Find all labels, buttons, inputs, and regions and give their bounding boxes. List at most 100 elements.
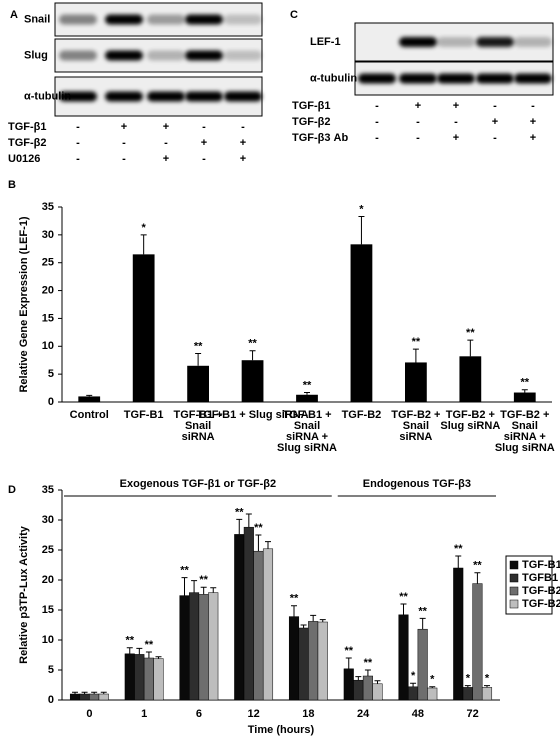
x-tick-label: TGF-B1	[124, 409, 164, 421]
significance: **	[418, 605, 427, 617]
error-bar	[304, 392, 310, 395]
bar	[208, 592, 219, 701]
error-bar	[245, 513, 252, 528]
significance: *	[142, 222, 147, 234]
bar	[124, 653, 135, 701]
treatment-sign: +	[415, 100, 421, 112]
x-tick-label: Control	[70, 409, 109, 421]
blot-band	[59, 14, 97, 25]
x-tick-label: TGF-B2	[342, 409, 382, 421]
error-bar	[126, 647, 133, 654]
y-axis-label: Relative p3TP-Lux Activity	[18, 525, 30, 664]
bar	[79, 693, 90, 701]
significance: **	[125, 635, 134, 647]
bar	[362, 675, 373, 701]
y-tick-label: 20	[42, 284, 54, 296]
treatment-sign: +	[163, 121, 169, 133]
bar	[408, 686, 419, 701]
blot-band	[358, 73, 396, 84]
error-bar	[264, 541, 271, 549]
x-axis-label: Time (hours)	[248, 724, 315, 736]
treatment-sign: +	[453, 132, 459, 144]
legend-label: TGF-B2 + TGF-B3 Ab	[522, 598, 560, 610]
panel-label: D	[8, 484, 16, 496]
error-bar	[483, 685, 490, 688]
treatment-sign: -	[202, 121, 206, 133]
blot-band	[185, 50, 223, 61]
y-tick-label: 25	[42, 257, 54, 269]
y-tick-label: 5	[48, 664, 54, 676]
blot-band	[59, 50, 97, 61]
y-tick-label: 35	[42, 484, 54, 496]
error-bar	[319, 619, 326, 622]
error-bar	[374, 680, 381, 684]
error-bar	[200, 586, 207, 595]
bar	[89, 693, 100, 701]
treatment-sign: -	[241, 121, 245, 133]
treatment-sign: -	[76, 121, 80, 133]
panel-label: C	[290, 9, 298, 21]
error-bar	[355, 676, 362, 681]
bar	[288, 616, 300, 701]
treatment-sign: +	[201, 137, 207, 149]
treatment-sign: +	[240, 153, 246, 165]
bar	[472, 583, 483, 701]
blot-band	[399, 37, 437, 47]
treatment-sign: -	[493, 132, 497, 144]
error-bar	[300, 624, 307, 628]
treatment-sign: -	[122, 153, 126, 165]
error-bar	[310, 614, 317, 622]
x-tick-label: TGF-B1 + Slug siRNA	[196, 409, 308, 421]
bar	[243, 526, 254, 701]
error-bar	[412, 348, 419, 363]
bar	[78, 396, 101, 402]
significance: **	[303, 379, 312, 391]
treatment-sign: -	[416, 116, 420, 128]
blot-row-label: α-tubulin	[310, 72, 357, 84]
bar	[69, 693, 81, 701]
error-bar	[140, 234, 147, 255]
error-bar	[419, 617, 426, 630]
bar	[481, 687, 493, 701]
error-bar	[181, 577, 188, 596]
legend-swatch	[509, 560, 519, 570]
bar	[187, 365, 209, 402]
bar	[462, 687, 473, 701]
panel-label: A	[10, 9, 18, 21]
bar	[198, 594, 209, 701]
x-tick-label: Slug siRNA	[440, 420, 500, 432]
blot-band	[105, 50, 143, 61]
error-bar	[195, 353, 202, 366]
bar	[353, 679, 364, 701]
x-tick-label: Slug siRNA	[277, 442, 337, 454]
error-bar	[136, 647, 143, 655]
treatment-label: TGF-β2	[292, 116, 331, 128]
x-tick-label: TGF-B2 +	[500, 409, 549, 421]
x-tick-label: siRNA	[399, 431, 432, 443]
bar	[453, 567, 464, 701]
treatment-sign: -	[122, 137, 126, 149]
y-tick-label: 10	[42, 634, 54, 646]
bar	[262, 548, 274, 701]
blot-band	[224, 91, 262, 102]
x-tick-label: Snail	[512, 420, 538, 432]
error-bar	[464, 685, 471, 688]
error-bar	[255, 534, 262, 552]
treatment-sign: +	[530, 132, 536, 144]
blot-band	[514, 73, 552, 84]
treatment-sign: -	[531, 100, 535, 112]
blot-band	[476, 73, 514, 84]
significance: **	[290, 593, 299, 605]
blot-band	[147, 91, 185, 102]
significance: **	[466, 327, 475, 339]
x-tick-label: 12	[248, 708, 260, 720]
treatment-sign: -	[76, 137, 80, 149]
x-tick-label: siRNA	[182, 431, 215, 443]
significance: **	[194, 340, 203, 352]
bar	[405, 362, 427, 402]
treatment-sign: +	[240, 137, 246, 149]
legend-swatch	[509, 573, 519, 583]
bar	[296, 394, 318, 402]
y-tick-label: 20	[42, 574, 54, 586]
